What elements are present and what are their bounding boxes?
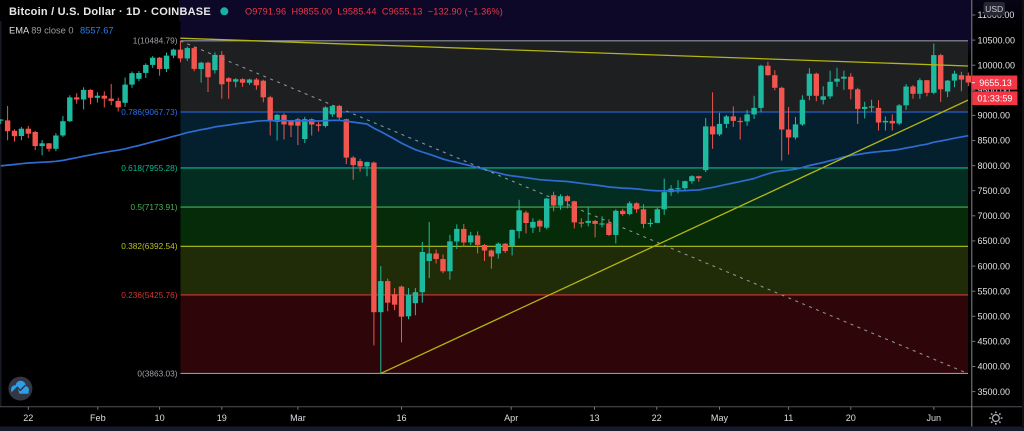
svg-text:0.618(7955.28): 0.618(7955.28) bbox=[121, 163, 178, 173]
svg-text:Apr: Apr bbox=[504, 413, 518, 423]
svg-text:May: May bbox=[711, 413, 729, 423]
svg-text:4000.00: 4000.00 bbox=[978, 362, 1011, 372]
svg-text:8000.00: 8000.00 bbox=[978, 161, 1011, 171]
svg-text:10500.00: 10500.00 bbox=[978, 35, 1016, 45]
svg-text:16: 16 bbox=[396, 413, 406, 423]
svg-text:0(3863.03): 0(3863.03) bbox=[137, 368, 177, 378]
svg-text:6000.00: 6000.00 bbox=[978, 261, 1011, 271]
svg-text:1(10484.79): 1(10484.79) bbox=[133, 36, 178, 46]
svg-text:USD: USD bbox=[985, 4, 1003, 14]
svg-text:4500.00: 4500.00 bbox=[978, 337, 1011, 347]
svg-text:10: 10 bbox=[155, 413, 165, 423]
svg-text:9500.00: 9500.00 bbox=[978, 86, 1011, 96]
svg-text:Feb: Feb bbox=[90, 413, 106, 423]
svg-text:10000.00: 10000.00 bbox=[978, 60, 1016, 70]
svg-text:Bitcoin / U.S. Dollar · 1D · C: Bitcoin / U.S. Dollar · 1D · COINBASE bbox=[9, 6, 211, 18]
svg-text:O9791.96 H9855.00 L9585.44: O9791.96 H9855.00 L9585.44 C9655.13 −132… bbox=[245, 7, 503, 17]
svg-text:11: 11 bbox=[784, 413, 793, 423]
svg-text:Mar: Mar bbox=[290, 413, 306, 423]
svg-text:13: 13 bbox=[589, 413, 599, 423]
svg-text:5000.00: 5000.00 bbox=[978, 312, 1011, 322]
svg-text:6500.00: 6500.00 bbox=[978, 236, 1011, 246]
svg-text:9000.00: 9000.00 bbox=[978, 111, 1011, 121]
svg-text:Jun: Jun bbox=[926, 413, 941, 423]
svg-text:EMA 89 close 0: EMA 89 close 0 bbox=[9, 26, 74, 36]
svg-text:22: 22 bbox=[652, 413, 662, 423]
svg-text:8500.00: 8500.00 bbox=[978, 136, 1011, 146]
svg-text:9655.13: 9655.13 bbox=[979, 78, 1012, 88]
svg-text:3500.00: 3500.00 bbox=[978, 387, 1011, 397]
svg-text:5500.00: 5500.00 bbox=[978, 286, 1011, 296]
svg-text:7000.00: 7000.00 bbox=[978, 211, 1011, 221]
svg-text:19: 19 bbox=[217, 413, 227, 423]
svg-text:01:33:59: 01:33:59 bbox=[977, 93, 1012, 103]
svg-text:20: 20 bbox=[846, 413, 856, 423]
svg-text:0.5(7173.91): 0.5(7173.91) bbox=[130, 202, 177, 212]
svg-text:22: 22 bbox=[23, 413, 33, 423]
svg-text:0.786(9067.73): 0.786(9067.73) bbox=[121, 107, 178, 117]
svg-text:0.236(5425.76): 0.236(5425.76) bbox=[121, 290, 178, 300]
svg-text:0.382(6392.54): 0.382(6392.54) bbox=[121, 241, 178, 251]
svg-text:8557.67: 8557.67 bbox=[80, 26, 114, 36]
svg-text:7500.00: 7500.00 bbox=[978, 186, 1011, 196]
